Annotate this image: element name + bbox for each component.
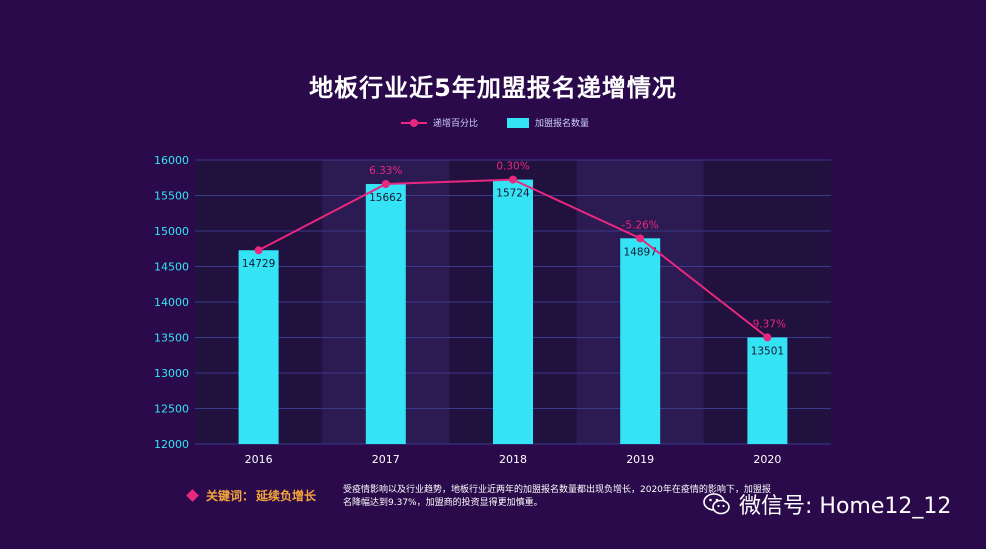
legend-item-bar[interactable]: 加盟报名数量: [507, 116, 589, 129]
y-tick-label: 13000: [154, 367, 189, 380]
chart-title: 地板行业近5年加盟报名递增情况: [309, 74, 677, 102]
diamond-icon: [186, 489, 199, 502]
watermark-text: 微信号: Home12_12: [739, 494, 952, 519]
bar: [620, 238, 661, 444]
y-tick-label: 12000: [154, 438, 189, 451]
bar-value-label: 15724: [496, 188, 530, 200]
legend-bar-swatch: [507, 117, 529, 128]
bar: [365, 183, 406, 445]
legend-line-label: 递增百分比: [433, 119, 479, 129]
legend-bar-label: 加盟报名数量: [535, 119, 590, 129]
x-tick-label: 2018: [499, 453, 527, 466]
bar-value-label: 14897: [623, 246, 656, 258]
bar-value-label: 13501: [751, 345, 784, 357]
line-point: [254, 246, 263, 255]
legend-item-line[interactable]: 递增百分比: [401, 116, 478, 129]
y-tick-label: 12500: [154, 403, 189, 416]
legend-line-swatch: [401, 118, 427, 127]
line-value-label: 6.33%: [369, 165, 402, 177]
y-tick-label: 15500: [154, 190, 189, 203]
x-tick-label: 2017: [372, 453, 400, 466]
wechat-icon: [703, 493, 730, 515]
bar: [238, 250, 279, 444]
line-point: [381, 179, 390, 188]
y-tick-label: 14000: [154, 296, 189, 309]
y-tick-label: 14500: [154, 261, 189, 274]
line-point: [763, 333, 772, 342]
y-tick-label: 13500: [154, 332, 189, 345]
line-point: [636, 234, 645, 243]
chart-legend: 递增百分比 加盟报名数量: [0, 116, 986, 132]
bar: [493, 179, 533, 444]
footer: 关键词： 延续负增长 受疫情影响以及行业趋势，地板行业近两年的加盟报名数量都出现…: [0, 482, 986, 522]
y-tick-label: 15000: [154, 225, 189, 238]
bar-value-label: 15662: [369, 192, 402, 204]
bar-value-label: 14729: [242, 258, 275, 270]
line-value-label: -5.26%: [622, 219, 659, 231]
keyword-value: 延续负增长: [256, 489, 317, 503]
bar: [747, 337, 788, 444]
keyword-label: 关键词：: [206, 489, 255, 503]
x-tick-label: 2016: [245, 453, 273, 466]
x-tick-label: 2019: [626, 453, 654, 466]
footer-note: 受疫情影响以及行业趋势，地板行业近两年的加盟报名数量都出现负增长，2020年在疫…: [343, 485, 771, 508]
x-tick-label: 2020: [753, 453, 781, 466]
line-point: [509, 175, 517, 184]
watermark: 微信号: Home12_12: [703, 488, 951, 520]
keyword-block: 关键词： 延续负增长: [186, 487, 317, 504]
y-tick-label: 16000: [154, 154, 189, 167]
line-value-label: 0.30%: [496, 161, 529, 173]
line-value-label: -9.37%: [749, 318, 786, 330]
